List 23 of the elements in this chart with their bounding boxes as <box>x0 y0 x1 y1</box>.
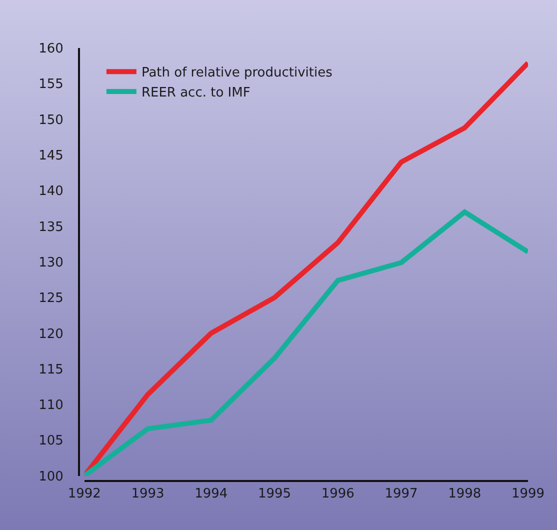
y-tick-label: 155 <box>38 77 64 92</box>
y-tick-label: 125 <box>38 291 64 306</box>
x-tick-label: 1997 <box>384 486 418 502</box>
x-tick-label: 1995 <box>258 486 292 502</box>
y-tick-label: 150 <box>38 112 64 128</box>
x-tick-label: 1996 <box>321 486 354 502</box>
x-tick-label: 1993 <box>131 486 164 502</box>
legend-label: Path of relative productivities <box>141 66 333 81</box>
x-tick-label: 1992 <box>68 486 101 502</box>
legend-label: REER acc. to IMF <box>141 86 250 101</box>
y-tick-label: 105 <box>38 434 64 449</box>
x-tick-label: 1999 <box>511 486 545 502</box>
y-tick-label: 130 <box>38 255 64 270</box>
y-tick-label: 145 <box>38 148 64 164</box>
y-tick-label: 110 <box>38 398 64 414</box>
y-tick-label: 160 <box>38 42 64 57</box>
x-tick-label: 1994 <box>194 486 228 502</box>
y-tick-label: 135 <box>38 220 64 235</box>
y-tick-label: 120 <box>38 326 64 342</box>
y-tick-label: 115 <box>38 362 64 378</box>
y-tick-label: 140 <box>38 184 64 200</box>
y-tick-label: 100 <box>38 469 64 484</box>
x-tick-label: 1998 <box>448 486 482 502</box>
